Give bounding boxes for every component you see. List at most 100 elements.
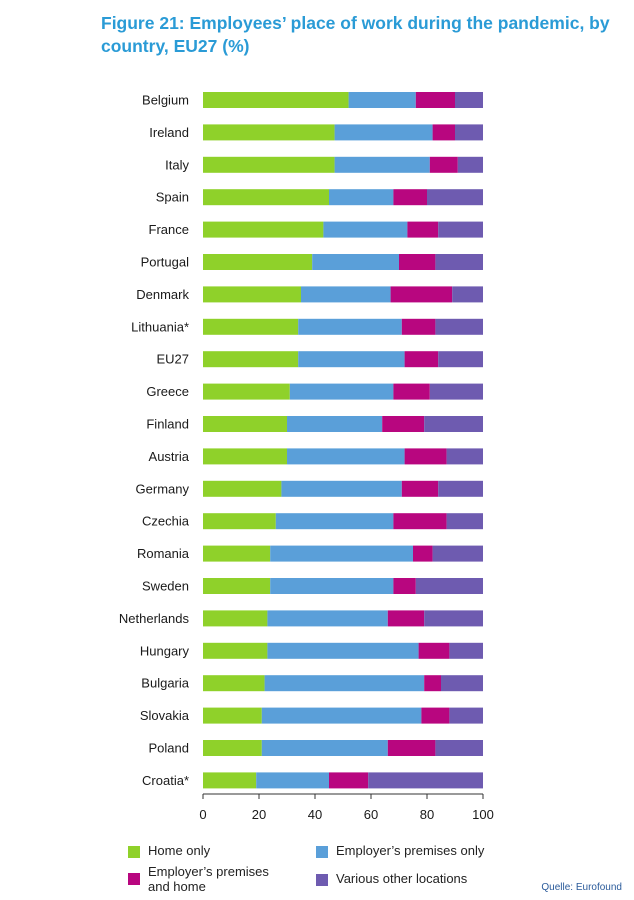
bar-poland-other xyxy=(435,740,483,756)
bar-lithuania-other xyxy=(435,318,483,335)
bar-finland-other xyxy=(424,416,483,432)
category-label-lithuania: Lithuania* xyxy=(131,319,189,334)
category-label-france: France xyxy=(149,222,189,237)
bar-portugal-employer-only xyxy=(312,254,399,270)
bar-romania-home-only xyxy=(203,545,271,562)
bar-belgium-employer-only xyxy=(348,92,416,108)
bar-eu27-employer-only xyxy=(298,351,405,368)
bar-finland-employer-only xyxy=(287,416,383,432)
bar-germany-home-only xyxy=(203,480,282,497)
category-label-austria: Austria xyxy=(149,449,190,464)
bar-lithuania-employer-and-home xyxy=(401,318,436,335)
x-tick-label-60: 60 xyxy=(364,807,378,822)
bar-hungary-home-only xyxy=(203,642,268,659)
bar-netherlands-employer-and-home xyxy=(387,610,425,627)
bar-romania-other xyxy=(432,545,483,562)
bar-netherlands-home-only xyxy=(203,610,268,627)
bar-romania-employer-only xyxy=(270,545,413,562)
bar-poland-home-only xyxy=(203,740,262,756)
bar-france-other xyxy=(438,221,483,238)
bar-denmark-employer-and-home xyxy=(390,286,453,303)
bar-bulgaria-employer-only xyxy=(264,675,425,692)
bar-ireland-home-only xyxy=(203,124,335,141)
category-label-croatia: Croatia* xyxy=(142,773,189,788)
bar-hungary-employer-only xyxy=(267,642,419,659)
bar-italy-other xyxy=(457,156,483,173)
bar-eu27-other xyxy=(438,351,483,368)
category-label-sweden: Sweden xyxy=(142,579,189,594)
bar-hungary-other xyxy=(449,642,483,659)
bar-france-employer-and-home xyxy=(407,221,439,238)
category-label-belgium: Belgium xyxy=(142,93,189,108)
category-labels: Belgium Ireland Italy Spain France Portugal De… xyxy=(119,93,190,788)
bar-sweden-other xyxy=(415,578,483,594)
category-label-spain: Spain xyxy=(156,190,189,205)
bar-poland-employer-only xyxy=(261,740,388,756)
bar-netherlands-employer-only xyxy=(267,610,388,627)
bar-greece-employer-only xyxy=(289,383,394,400)
bar-czechia-home-only xyxy=(203,513,276,530)
chart-title: Figure 21: Employees’ place of work duri… xyxy=(101,13,610,56)
bar-portugal-other xyxy=(435,254,483,270)
bar-slovakia-employer-only xyxy=(261,707,422,724)
bar-greece-employer-and-home xyxy=(393,383,430,400)
bar-denmark-employer-only xyxy=(301,286,391,303)
bar-sweden-home-only xyxy=(203,578,271,594)
bar-croatia-employer-only xyxy=(256,772,329,789)
category-label-eu27: EU27 xyxy=(156,352,189,367)
category-label-germany: Germany xyxy=(136,481,190,496)
bar-croatia-home-only xyxy=(203,772,257,789)
bar-finland-employer-and-home xyxy=(382,416,425,432)
bar-croatia-employer-and-home xyxy=(329,772,369,789)
bar-bulgaria-other xyxy=(441,675,483,692)
bar-portugal-employer-and-home xyxy=(399,254,436,270)
bar-ireland-other xyxy=(455,124,483,141)
x-tick-label-20: 20 xyxy=(252,807,266,822)
category-label-denmark: Denmark xyxy=(136,287,189,302)
category-label-finland: Finland xyxy=(146,417,189,432)
bar-germany-employer-and-home xyxy=(401,480,439,497)
category-label-hungary: Hungary xyxy=(140,643,190,658)
bar-poland-employer-and-home xyxy=(387,740,436,756)
x-tick-label-80: 80 xyxy=(420,807,434,822)
bar-denmark-home-only xyxy=(203,286,301,303)
bar-italy-employer-and-home xyxy=(429,156,458,173)
x-tick-label-100: 100 xyxy=(472,807,494,822)
bar-italy-home-only xyxy=(203,156,335,173)
bar-hungary-employer-and-home xyxy=(418,642,450,659)
bar-czechia-other xyxy=(446,513,483,530)
bar-eu27-home-only xyxy=(203,351,299,368)
bar-spain-other xyxy=(427,189,483,206)
bar-slovakia-other xyxy=(449,707,483,724)
bar-spain-employer-only xyxy=(329,189,394,206)
bar-lithuania-employer-only xyxy=(298,318,402,335)
bar-czechia-employer-only xyxy=(275,513,394,530)
bar-croatia-other xyxy=(368,772,483,789)
category-label-czechia: Czechia xyxy=(142,514,190,529)
bar-eu27-employer-and-home xyxy=(404,351,439,368)
x-tick-label-0: 0 xyxy=(199,807,206,822)
category-label-bulgaria: Bulgaria xyxy=(141,676,189,691)
bar-italy-employer-only xyxy=(334,156,430,173)
bar-sweden-employer-only xyxy=(270,578,394,594)
bar-sweden-employer-and-home xyxy=(393,578,416,594)
bar-germany-employer-only xyxy=(281,480,402,497)
category-label-netherlands: Netherlands xyxy=(119,611,190,626)
bar-denmark-other xyxy=(452,286,483,303)
bar-france-employer-only xyxy=(323,221,408,238)
bar-austria-other xyxy=(446,448,483,465)
bar-romania-employer-and-home xyxy=(413,545,433,562)
bar-greece-home-only xyxy=(203,383,290,400)
bar-france-home-only xyxy=(203,221,324,238)
bar-slovakia-home-only xyxy=(203,707,262,724)
bar-austria-employer-and-home xyxy=(404,448,447,465)
bar-germany-other xyxy=(438,480,483,497)
category-label-slovakia: Slovakia xyxy=(140,708,190,723)
bar-portugal-home-only xyxy=(203,254,313,270)
bar-bulgaria-home-only xyxy=(203,675,265,692)
category-label-romania: Romania xyxy=(137,546,190,561)
x-axis: 0 20 40 60 80 100 xyxy=(199,793,494,822)
category-label-poland: Poland xyxy=(149,741,189,756)
bar-ireland-employer-only xyxy=(334,124,433,141)
